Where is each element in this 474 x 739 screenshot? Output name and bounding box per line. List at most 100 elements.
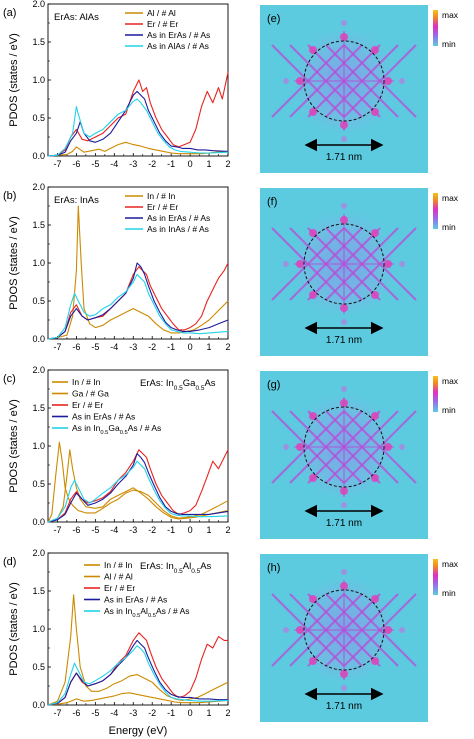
density-lobe — [309, 657, 317, 665]
series-line — [47, 645, 229, 706]
y-tick-label: 0.5 — [32, 296, 45, 306]
series-line — [47, 205, 229, 340]
panel-label: (b) — [3, 190, 16, 202]
panel-label: (h) — [267, 562, 280, 574]
series-line — [47, 262, 229, 340]
x-tick-label: 0 — [188, 525, 193, 535]
x-tick-label: -2 — [148, 525, 156, 535]
nanoparticle-outline — [303, 589, 385, 671]
density-lobe — [309, 595, 317, 603]
x-tick-label: -4 — [110, 342, 118, 352]
legend-label: Er / # Er — [72, 400, 103, 410]
nanoparticle-outline — [303, 406, 385, 488]
x-tick-label: -7 — [53, 525, 61, 535]
x-tick-label: -4 — [110, 708, 118, 718]
density-lobe — [371, 108, 379, 116]
x-tick-label: 1 — [207, 159, 212, 169]
x-tick-label: 0 — [188, 159, 193, 169]
x-tick-label: -7 — [53, 342, 61, 352]
plot-frame — [47, 552, 229, 706]
x-tick-label: -6 — [72, 708, 80, 718]
y-axis-label: PDOS (states / eV) — [8, 216, 20, 310]
density-lobe — [340, 399, 348, 407]
density-lobe — [341, 386, 347, 392]
density-lobe — [296, 260, 304, 268]
density-lobe — [309, 46, 317, 54]
legend-label: Al / # Al — [147, 8, 176, 18]
nanoparticle-outline — [303, 40, 385, 122]
density-lobe — [371, 229, 379, 237]
colorbar-max-label: max — [442, 559, 459, 569]
panel-label: (e) — [267, 13, 280, 25]
density-lobe — [371, 291, 379, 299]
panel-title: ErAs: AlAs — [54, 12, 99, 23]
density-lobe — [371, 474, 379, 482]
density-lobe — [371, 412, 379, 420]
x-tick-label: -5 — [91, 342, 99, 352]
y-tick-label: 1.5 — [32, 403, 45, 413]
panel-title: ErAs: InAs — [54, 195, 99, 206]
density-lobe — [340, 216, 348, 224]
density-lobe — [341, 20, 347, 26]
legend-label: Er / # Er — [104, 583, 135, 593]
y-tick-label: 2.0 — [32, 182, 45, 192]
x-tick-label: -2 — [148, 708, 156, 718]
series-line — [47, 632, 228, 706]
x-tick-label: -2 — [148, 342, 156, 352]
legend-label: Ga / # Ga — [72, 389, 109, 399]
pdos-panel-d: 0.0 0.5 1.0 1.5 2.0 -7 -6 -5 -4 -3 -2 -1 0 1 2 PDOS (st… — [3, 548, 231, 718]
x-tick-label: 0 — [188, 342, 193, 352]
pdos-panel-b: 0.0 0.5 1.0 1.5 2.0 -7 -6 -5 -4 -3 -2 -1 0 1 2 PDOS (st… — [3, 182, 231, 352]
colorbar-min-label: min — [442, 39, 456, 49]
density-lobe — [309, 291, 317, 299]
density-lobe — [283, 444, 289, 450]
y-tick-label: 0.5 — [32, 662, 45, 672]
density-lobe — [309, 108, 317, 116]
x-tick-label: -3 — [129, 159, 137, 169]
legend-label: As in InAs / # As — [147, 224, 209, 234]
density-lobe — [341, 569, 347, 575]
density-lobe — [384, 77, 392, 85]
legend-label: In / # In — [147, 191, 176, 201]
scale-label: 1.71 nm — [326, 335, 362, 346]
map-panel-e: 1.71 nm (e) max min — [260, 5, 459, 173]
density-lobe — [283, 78, 289, 84]
legend-label: Er / # Er — [147, 19, 178, 29]
density-lobe — [340, 33, 348, 41]
series-line — [47, 262, 229, 340]
legend-label: Al / # Al — [104, 572, 133, 582]
series-line — [47, 639, 228, 706]
colorbar — [433, 559, 438, 595]
map-panel-h: 1.71 nm (h) max min — [260, 554, 459, 722]
y-tick-label: 1.5 — [32, 220, 45, 230]
legend-label: As in In0.5Al0.5As / # As — [104, 606, 190, 619]
density-lobe — [296, 77, 304, 85]
density-lobe — [340, 487, 348, 495]
scale-label: 1.71 nm — [326, 701, 362, 712]
plot-frame — [47, 3, 229, 157]
colorbar-max-label: max — [442, 10, 459, 20]
map-panel-g: 1.71 nm (g) max min — [260, 371, 459, 539]
colorbar — [433, 10, 438, 46]
y-tick-label: 2.0 — [32, 548, 45, 558]
colorbar-min-label: min — [442, 588, 456, 598]
density-lobe — [341, 319, 347, 325]
x-tick-label: -3 — [129, 525, 137, 535]
legend-label: As in In0.5Ga0.5As / # As — [72, 423, 161, 436]
density-lobe — [341, 502, 347, 508]
density-lobe — [340, 304, 348, 312]
density-lobe — [283, 261, 289, 267]
x-tick-label: 1 — [207, 342, 212, 352]
series-line — [47, 594, 229, 706]
panel-title: ErAs: In0.5Ga0.5As — [140, 378, 216, 392]
density-lobe — [340, 582, 348, 590]
y-tick-label: 0.5 — [32, 113, 45, 123]
panel-label: (g) — [267, 379, 280, 391]
x-tick-label: -1 — [167, 342, 175, 352]
colorbar-max-label: max — [442, 193, 459, 203]
y-tick-label: 0.0 — [32, 334, 45, 344]
density-lobe — [309, 474, 317, 482]
x-tick-label: 0 — [188, 708, 193, 718]
y-axis-label: PDOS (states / eV) — [8, 582, 20, 676]
